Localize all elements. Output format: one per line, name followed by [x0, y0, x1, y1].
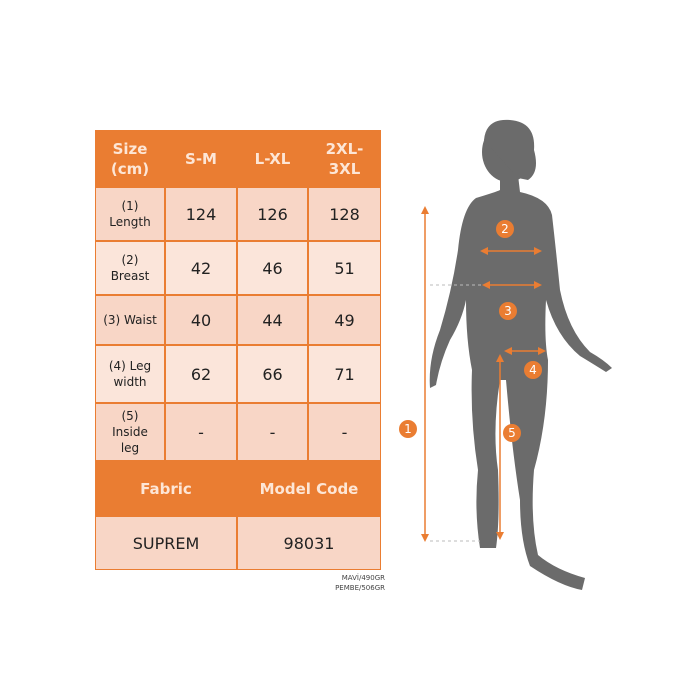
value-cell: 46 — [238, 242, 307, 294]
row-label-text: (3) Waist — [103, 313, 157, 327]
weight-blue: MAVİ/490GR — [341, 574, 385, 582]
value-cell: - — [309, 404, 380, 460]
marker-number: 4 — [529, 363, 537, 377]
value-cell: - — [166, 404, 236, 460]
value-cell: 42 — [166, 242, 236, 294]
marker-number: 1 — [404, 422, 412, 436]
marker-number: 3 — [504, 304, 512, 318]
model-code-header-text: Model Code — [259, 479, 359, 498]
marker-circle — [499, 302, 517, 320]
row-label: (1) Length — [96, 188, 164, 240]
value-cell-text: 128 — [329, 204, 360, 224]
row-label: (4) Leg width — [96, 346, 164, 402]
value-cell-text: 51 — [334, 258, 355, 278]
value-cell: 66 — [238, 346, 307, 402]
value-cell: 40 — [166, 296, 236, 344]
fabric-header: Fabric — [96, 462, 236, 515]
marker-circle — [503, 424, 521, 442]
model-code-value: 98031 — [238, 517, 380, 569]
row-label-text: (5) — [121, 409, 139, 423]
row-label: (5) Inside leg — [96, 404, 164, 460]
value-cell: 128 — [309, 188, 380, 240]
row-label-text: Inside — [112, 425, 148, 439]
weight-note: MAVİ/490GR PEMBE/506GR — [325, 573, 385, 593]
header-cell: Size (cm) — [96, 131, 164, 186]
header-cell-text: L-XL — [254, 149, 291, 168]
fabric-value-text: SUPREM — [132, 533, 200, 553]
value-cell-text: 62 — [190, 364, 212, 384]
value-cell: 51 — [309, 242, 380, 294]
value-cell: 126 — [238, 188, 307, 240]
value-cell-text: 46 — [262, 258, 283, 278]
header-cell-text: 2XL-3XL — [325, 139, 364, 178]
row-label-text: Breast — [110, 269, 150, 283]
marker-circle — [399, 420, 417, 438]
value-cell: 44 — [238, 296, 307, 344]
row-label-text: width — [113, 375, 147, 389]
row-label-text: (4) Leg — [108, 359, 152, 373]
header-cell-text: S-M — [185, 149, 217, 168]
marker-circle — [496, 220, 514, 238]
value-cell-text: - — [341, 422, 348, 442]
value-cell-text: 71 — [334, 364, 355, 384]
marker-number: 2 — [501, 222, 509, 236]
row-label-text: Length — [109, 215, 151, 229]
header-cell-text: Size (cm) — [110, 139, 150, 178]
value-cell: 71 — [309, 346, 380, 402]
header-cell: S-M — [166, 131, 236, 186]
value-cell: 49 — [309, 296, 380, 344]
row-label: (3) Waist — [96, 296, 164, 344]
row-label-text: (1) — [121, 199, 139, 213]
value-cell-text: 40 — [190, 310, 212, 330]
value-cell-text: - — [198, 422, 204, 442]
marker-number: 5 — [508, 426, 516, 440]
value-cell-text: 124 — [185, 204, 217, 224]
value-cell-text: - — [269, 422, 276, 442]
weight-pink: PEMBE/506GR — [335, 584, 385, 592]
row-label: (2) Breast — [96, 242, 164, 294]
value-cell-text: 49 — [334, 310, 355, 330]
model-code-header: Model Code — [238, 462, 380, 515]
header-cell: L-XL — [238, 131, 307, 186]
measurement-arrows — [421, 206, 546, 542]
header-cell: 2XL-3XL — [309, 131, 380, 186]
size-chart-table: Size (cm) S-M L-XL 2XL-3XL (1) Length 124 126 12… — [95, 130, 381, 570]
value-cell-text: 126 — [257, 204, 288, 224]
female-silhouette — [429, 119, 612, 590]
row-label-text: (2) — [121, 253, 139, 267]
value-cell-text: 42 — [190, 258, 212, 278]
guide-lines — [430, 284, 482, 542]
model-code-value-text: 98031 — [283, 533, 335, 553]
fabric-header-text: Fabric — [140, 479, 192, 498]
value-cell-text: 66 — [262, 364, 283, 384]
marker-circle — [524, 361, 542, 379]
fabric-value: SUPREM — [96, 517, 236, 569]
value-cell-text: 44 — [262, 310, 283, 330]
value-cell: - — [238, 404, 307, 460]
value-cell: 62 — [166, 346, 236, 402]
row-label-text: leg — [120, 441, 140, 455]
value-cell: 124 — [166, 188, 236, 240]
